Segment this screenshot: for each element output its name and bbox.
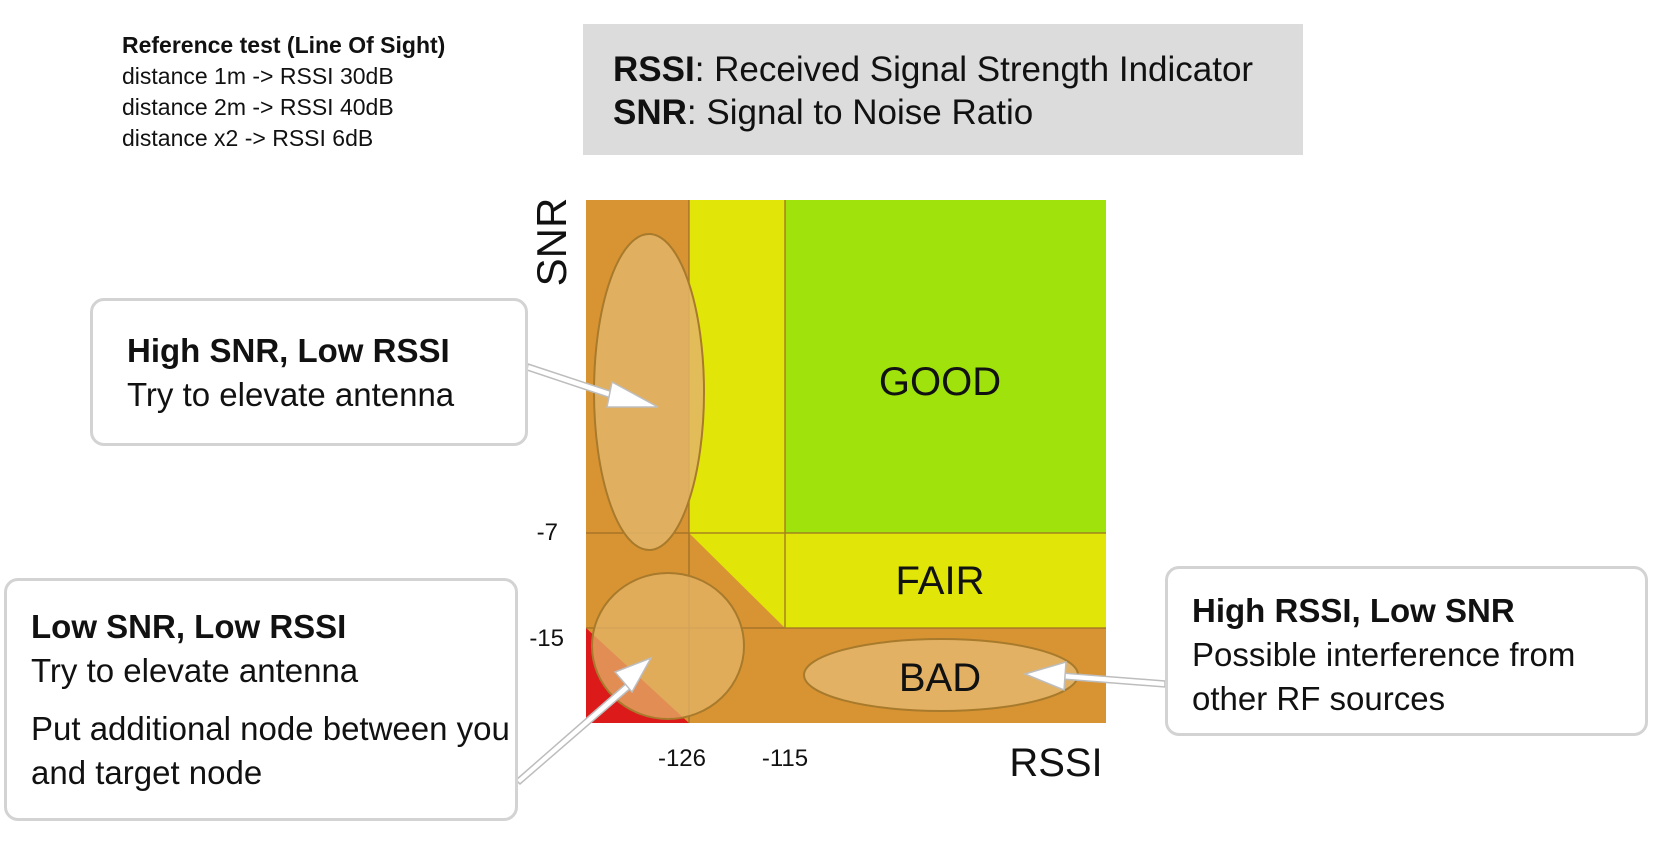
callout-low-snr-low-rssi: Low SNR, Low RSSI Try to elevate antenna… xyxy=(4,578,518,821)
callout-text: Possible interference from other RF sour… xyxy=(1192,636,1576,717)
x-axis-label: RSSI xyxy=(1009,741,1102,785)
callout-text: Put additional node between you and targ… xyxy=(31,710,510,791)
zone-bad-label: BAD xyxy=(899,656,981,700)
callout-high-rssi-low-snr: High RSSI, Low SNR Possible interference… xyxy=(1165,566,1648,736)
legend-rssi-def: : Received Signal Strength Indicator xyxy=(694,50,1254,89)
reference-test: Reference test (Line Of Sight) distance … xyxy=(122,30,445,154)
reference-title: Reference test (Line Of Sight) xyxy=(122,32,446,58)
y-tick-label: -7 xyxy=(537,519,558,546)
x-tick-label: -126 xyxy=(658,745,706,772)
callout-title: High SNR, Low RSSI xyxy=(127,332,450,369)
zone-good xyxy=(785,200,1106,533)
arrow-high-rssi-low-snr xyxy=(1022,660,1166,692)
legend-rssi-abbr: RSSI xyxy=(613,50,695,89)
reference-line: distance 2m -> RSSI 40dB xyxy=(122,94,394,120)
callout-text: Try to elevate antenna xyxy=(127,376,455,413)
legend-box: RSSI: Received Signal Strength Indicator… xyxy=(583,24,1303,155)
callout-title: High RSSI, Low SNR xyxy=(1192,592,1515,629)
reference-line: distance 1m -> RSSI 30dB xyxy=(122,63,394,89)
callout-high-snr-low-rssi: High SNR, Low RSSI Try to elevate antenn… xyxy=(90,298,528,446)
y-axis-label: SNR xyxy=(528,198,575,287)
legend-snr-abbr: SNR xyxy=(613,93,687,132)
zone-good-label: GOOD xyxy=(879,360,1001,404)
y-tick-label: -15 xyxy=(529,625,564,652)
x-tick-label: -115 xyxy=(762,745,808,772)
zone-fair-label: FAIR xyxy=(896,559,985,603)
arrow-low-snr-low-rssi xyxy=(514,656,653,786)
reference-line: distance x2 -> RSSI 6dB xyxy=(122,125,374,151)
callout-text: Try to elevate antenna xyxy=(31,652,359,689)
legend-snr-def: : Signal to Noise Ratio xyxy=(686,93,1034,132)
callout-title: Low SNR, Low RSSI xyxy=(31,608,347,645)
